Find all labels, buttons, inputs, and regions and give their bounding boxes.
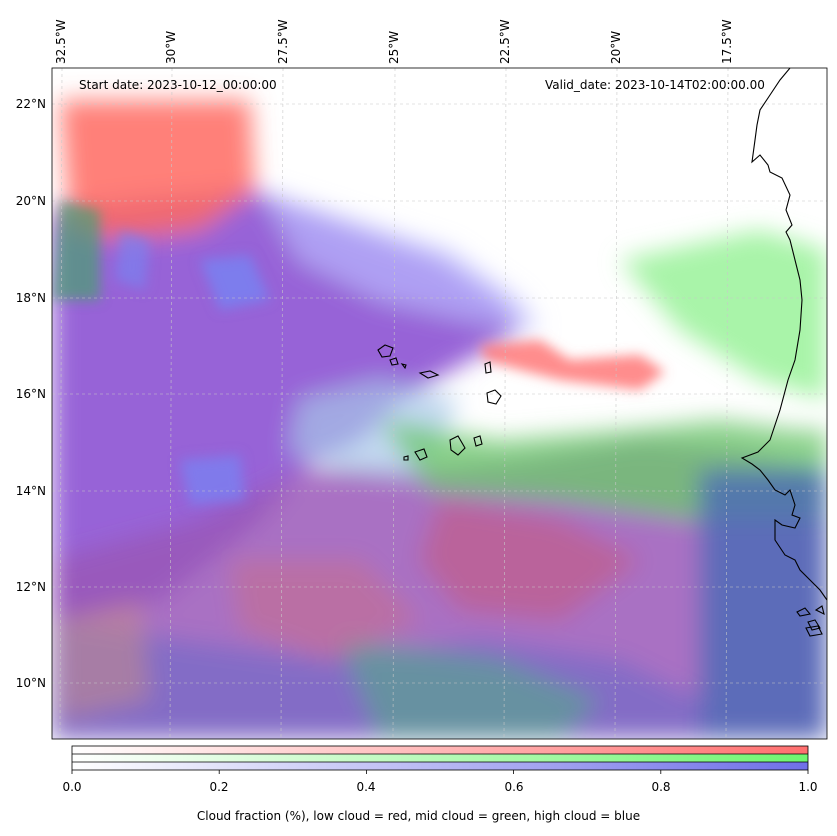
lat-label-16n: 16°N [15, 387, 46, 401]
gridlines [52, 68, 827, 739]
colorbar-high-cloud-band [72, 762, 808, 770]
colorbar-tick-label: 0.4 [356, 780, 376, 794]
start-date-annotation: Start date: 2023-10-12_00:00:00 [79, 78, 277, 92]
map-frame [51, 67, 828, 740]
lon-label-27-5w: 27.5°W [276, 19, 290, 64]
valid-date-annotation: Valid_date: 2023-10-14T02:00:00.00 [545, 78, 765, 92]
lat-label-14n: 14°N [15, 484, 46, 498]
colorbar-tick-label: 1.0 [798, 780, 818, 794]
colorbar [71, 745, 809, 774]
colorbar-mid-cloud-band [72, 754, 808, 762]
colorbar-tick-label: 0.8 [651, 780, 671, 794]
colorbar-low-cloud-band [72, 746, 808, 754]
lon-label-32-5w: 32.5°W [54, 19, 68, 64]
lat-label-10n: 10°N [15, 676, 46, 690]
lon-label-22-5w: 22.5°W [498, 19, 512, 64]
lat-label-18n: 18°N [15, 291, 46, 305]
colorbar-tick-label: 0.2 [209, 780, 229, 794]
lon-label-25w: 25°W [387, 30, 401, 64]
lat-label-22n: 22°N [15, 97, 46, 111]
lon-label-30w: 30°W [164, 30, 178, 64]
cape-verde-islands [377, 344, 502, 461]
lon-label-20w: 20°W [609, 30, 623, 64]
colorbar-tick-label: 0.6 [504, 780, 524, 794]
colorbar-tick-label: 0.0 [62, 780, 82, 794]
coastline [740, 68, 827, 637]
lat-label-20n: 20°N [15, 194, 46, 208]
colorbar-caption: Cloud fraction (%), low cloud = red, mid… [196, 809, 641, 823]
lat-label-12n: 12°N [15, 580, 46, 594]
cloud-field [52, 68, 827, 739]
lon-label-17-5w: 17.5°W [720, 19, 734, 64]
